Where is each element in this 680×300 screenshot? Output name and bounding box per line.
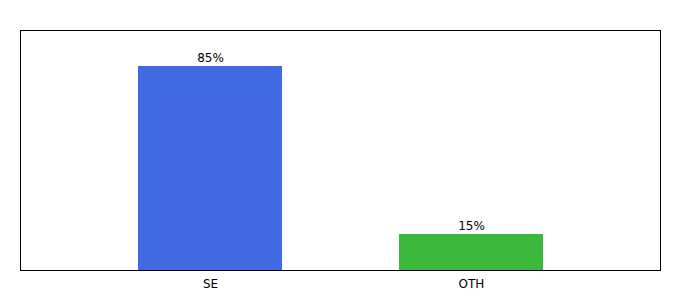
svg-text:OTH: OTH [459, 277, 485, 291]
svg-text:15%: 15% [458, 219, 485, 233]
svg-text:SE: SE [203, 277, 218, 291]
svg-text:85%: 85% [197, 51, 224, 65]
